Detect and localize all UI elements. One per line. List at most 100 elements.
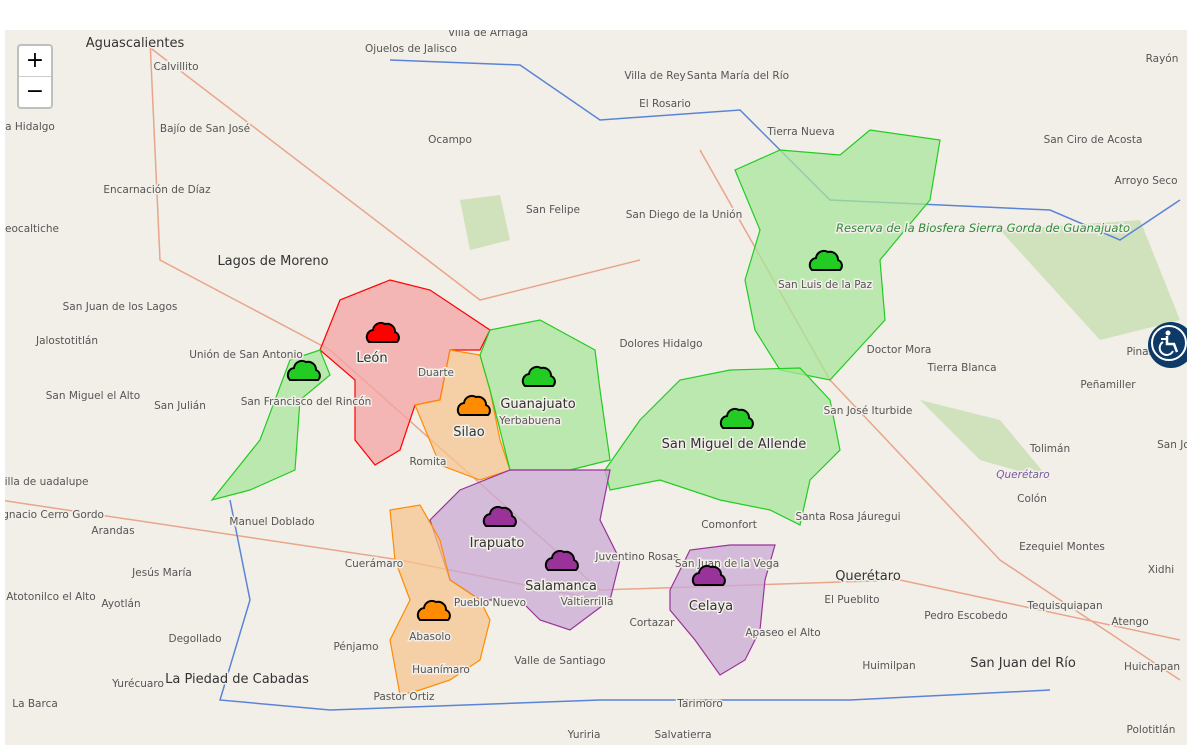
cloud-icon [456,394,491,416]
place-label: Pastor Ortiz [373,691,435,703]
place-label: apilla de uadalupe [5,476,88,488]
wheelchair-icon [1151,325,1187,361]
cloud-icon [482,505,517,527]
marker-green[interactable] [521,365,556,387]
place-label: Reserva de la Biosfera Sierra Gorda de G… [836,221,1130,235]
place-label: La Barca [12,698,58,710]
place-label: Dolores Hidalgo [619,338,702,350]
marker-orange[interactable] [456,394,491,416]
place-label: Arroyo Seco [1114,175,1177,187]
cloud-icon [544,549,579,571]
place-label: Huimilpan [862,660,915,672]
accessibility-button[interactable] [1148,322,1187,368]
zoom-out-button[interactable]: − [19,76,51,107]
region-sfr[interactable] [210,349,331,502]
forest-area [920,400,1050,480]
cloud-icon [286,359,321,381]
place-label: Tierra Nueva [766,126,834,138]
place-label: Juventino Rosas [594,551,678,563]
place-label: Ezequiel Montes [1019,541,1105,553]
place-label: El Pueblito [824,594,879,606]
place-label: San Francisco del Rincón [241,396,372,408]
place-label: Rayón [1146,53,1179,65]
marker-red[interactable] [365,321,400,343]
place-label: Valtierrilla [561,596,614,608]
region-gto[interactable] [479,319,611,471]
place-label: Tierra Blanca [926,362,996,374]
marker-green[interactable] [808,249,843,271]
place-label: Yuriria [567,729,601,741]
place-label: Pedro Escobedo [924,610,1007,622]
place-label: a Hidalgo [5,121,55,133]
forest-area [1000,220,1180,340]
place-label: Santa María del Río [687,70,789,82]
place-label: Yurécuaro [111,678,164,690]
road [139,39,641,301]
place-label: San Felipe [526,204,580,216]
place-label: León [356,351,387,366]
cloud-icon [416,599,451,621]
place-label: Salvatierra [654,729,711,741]
place-label: Tequisquiapan [1026,600,1102,612]
place-label: Encarnación de Díaz [103,184,211,196]
place-label: Abasolo [409,631,451,643]
place-label: Ocampo [428,134,472,146]
marker-green[interactable] [719,407,754,429]
place-label: Jalostotitlán [35,335,98,347]
region-aba[interactable] [389,504,491,696]
place-label: Santa Rosa Jáuregui [795,511,900,523]
marker-purple[interactable] [544,549,579,571]
place-label: Duarte [418,367,454,379]
weather-markers [286,249,843,621]
place-label: Cuerámaro [345,558,403,570]
place-label: Pénjamo [333,641,378,653]
place-label: Pinal [1126,346,1151,358]
place-label: Bajío de San José [160,123,250,135]
place-label: Arandas [91,525,134,537]
place-label: Huanímaro [412,664,470,676]
place-label: San José Iturbide [824,405,913,417]
place-label: Atotonilco el Alto [6,591,95,603]
road [149,39,331,351]
place-label: Palo Alto [239,30,285,33]
marker-orange[interactable] [416,599,451,621]
place-label: San Diego de la Unión [626,209,742,221]
region-sma[interactable] [604,367,841,526]
place-label: Unión de San Antonio [189,349,303,361]
place-label: El Rosario [639,98,691,110]
place-label: Tolimán [1029,443,1070,455]
place-label: Doctor Mora [867,344,932,356]
place-label: Polotitlán [1127,724,1176,736]
place-label: Silao [453,425,484,440]
place-label: San Joaq [1157,439,1187,451]
state-boundary [219,499,1051,711]
zoom-control: + − [17,44,53,109]
place-label: Manuel Doblado [229,516,314,528]
place-label: Romita [410,456,447,468]
place-label: Comonfort [701,519,757,531]
place-label: San Ignacio Cerro Gordo [5,509,104,521]
cloud-icon [691,564,726,586]
marker-purple[interactable] [482,505,517,527]
place-label: eocaltiche [5,223,59,235]
place-label: Apaseo el Alto [745,627,820,639]
place-label: San Julián [154,400,206,412]
place-label: Guanajuato [500,397,575,412]
map-canvas[interactable]: Aguascalientes Calvillito Palo Alto Ojuelos… [5,30,1187,745]
zoom-in-button[interactable]: + [25,48,45,73]
region-ira[interactable] [429,469,621,631]
place-label: Huichapan [1124,661,1180,673]
place-label: Xidhi [1148,564,1174,576]
place-label: La Piedad de Cabadas [165,672,309,687]
marker-purple[interactable] [691,564,726,586]
place-label: Ojuelos de Jalisco [365,43,457,55]
place-label: San Luis de la Paz [778,279,873,291]
place-label: Jesús María [131,567,192,579]
cloud-icon [365,321,400,343]
cloud-icon [808,249,843,271]
place-label: Aguascalientes [86,36,185,51]
place-label: Yerbabuena [498,415,561,427]
place-labels: Aguascalientes Calvillito Palo Alto Ojuelos… [5,30,1187,743]
marker-green[interactable] [286,359,321,381]
place-label: Degollado [169,633,222,645]
